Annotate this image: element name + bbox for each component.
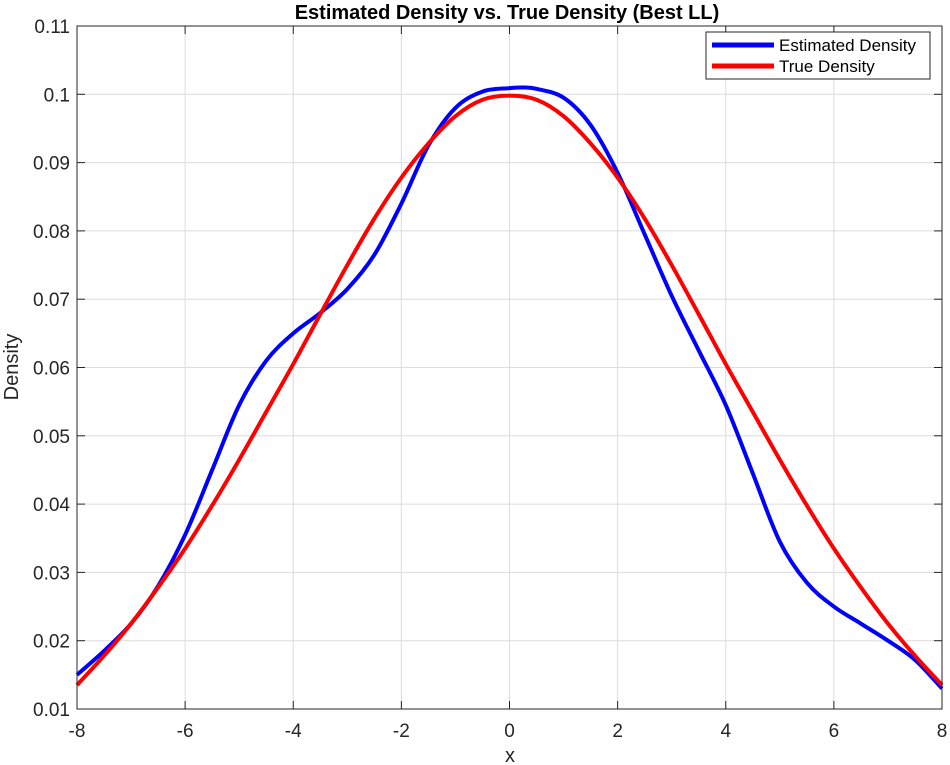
x-tick-label: 4 <box>720 721 731 742</box>
chart-title: Estimated Density vs. True Density (Best… <box>295 2 720 24</box>
y-tick-label: 0.07 <box>33 290 70 311</box>
y-tick-label: 0.04 <box>33 495 70 516</box>
x-tick-label: -6 <box>177 721 194 742</box>
x-tick-label: -2 <box>393 721 410 742</box>
y-tick-label: 0.01 <box>33 700 70 721</box>
series-lines <box>75 85 944 690</box>
y-tick-label: 0.08 <box>33 222 70 243</box>
legend-label-true: True Density <box>779 57 875 76</box>
x-tick-label: -4 <box>285 721 302 742</box>
y-tick-label: 0.02 <box>33 632 70 653</box>
y-tick-label: 0.06 <box>33 359 70 380</box>
y-tick-label: 0.03 <box>33 563 70 584</box>
x-tick-label: 0 <box>504 721 515 742</box>
grid <box>76 25 943 710</box>
x-tick-label: 2 <box>612 721 623 742</box>
x-axis-label: x <box>505 745 515 765</box>
y-tick-label: 0.1 <box>44 85 70 106</box>
estimated-density-line <box>75 85 944 690</box>
x-tick-label: 6 <box>829 721 840 742</box>
y-tick-labels: 0.01 0.02 0.03 0.04 0.05 0.06 0.07 0.08 0.09 0.1 0… <box>33 17 70 721</box>
y-tick-label: 0.11 <box>34 17 70 38</box>
legend-box <box>705 31 931 80</box>
legend: Estimated Density True Density <box>705 31 931 80</box>
x-tick-labels: -8 -6 -4 -2 0 2 4 6 8 <box>69 721 948 742</box>
x-tick-label: -8 <box>69 721 86 742</box>
y-axis-label: Density <box>1 334 23 401</box>
y-tick-label: 0.05 <box>33 427 70 448</box>
x-tick-label: 8 <box>937 721 948 742</box>
true-density-line <box>75 93 944 687</box>
tick-marks <box>76 25 943 710</box>
legend-label-estimated: Estimated Density <box>779 36 916 55</box>
y-tick-label: 0.09 <box>33 154 70 175</box>
